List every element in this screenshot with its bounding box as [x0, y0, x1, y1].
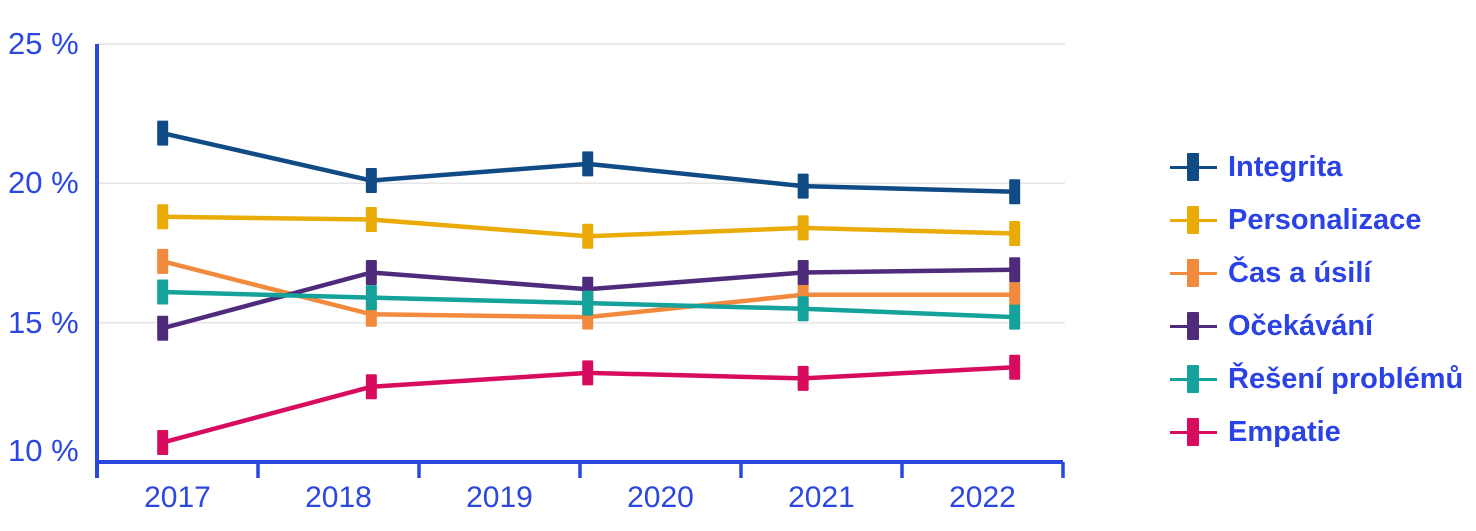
y-axis-tick-label: 20 % — [8, 165, 79, 201]
data-point-ocekavani-4 — [1009, 257, 1021, 283]
legend-item-personalizace: Personalizace — [1170, 194, 1421, 246]
data-point-integrita-3 — [797, 173, 809, 199]
data-point-personalizace-0 — [157, 204, 169, 230]
legend-item-ocekavani: Očekávání — [1170, 300, 1373, 352]
x-axis-tick-label: 2022 — [949, 481, 1016, 514]
legend-item-integrita: Integrita — [1170, 141, 1342, 193]
legend-label: Integrita — [1228, 150, 1343, 183]
data-point-personalizace-2 — [582, 223, 594, 249]
data-point-empatie-1 — [365, 374, 377, 400]
legend-marker-bar — [1187, 418, 1199, 446]
legend-marker-personalizace — [1170, 205, 1217, 235]
data-point-cas-a-usili-0 — [157, 248, 169, 274]
legend-item-reseni-problemu: Řešení problémů — [1170, 353, 1463, 405]
legend-marker-integrita — [1170, 152, 1217, 182]
legend-label: Čas a úsilí — [1228, 256, 1372, 289]
data-point-ocekavani-1 — [365, 260, 377, 286]
data-point-personalizace-1 — [365, 207, 377, 233]
data-point-empatie-0 — [157, 429, 169, 455]
x-axis-tick-label: 2021 — [788, 481, 855, 514]
legend-marker-bar — [1187, 206, 1199, 234]
data-point-reseni-problemu-3 — [797, 296, 809, 322]
data-point-integrita-4 — [1009, 179, 1021, 205]
x-axis-tick-label: 2017 — [144, 481, 211, 514]
data-point-integrita-2 — [582, 151, 594, 177]
y-axis-tick-label: 10 % — [8, 433, 79, 468]
data-point-reseni-problemu-4 — [1009, 304, 1021, 330]
data-point-empatie-2 — [582, 360, 594, 386]
legend-marker-cas-a-usili — [1170, 258, 1217, 288]
legend-marker-reseni-problemu — [1170, 364, 1217, 394]
data-point-integrita-1 — [365, 168, 377, 194]
legend-label: Očekávání — [1228, 309, 1374, 342]
legend-marker-bar — [1187, 259, 1199, 287]
x-axis-tick-label: 2019 — [466, 481, 533, 514]
legend-item-cas-a-usili: Čas a úsilí — [1170, 247, 1371, 299]
legend-marker-empatie — [1170, 417, 1217, 447]
x-axis-tick-label: 2020 — [627, 481, 694, 514]
data-point-personalizace-3 — [797, 215, 809, 241]
data-point-reseni-problemu-0 — [157, 279, 169, 305]
legend-marker-bar — [1187, 153, 1199, 181]
legend-marker-ocekavani — [1170, 311, 1217, 341]
data-point-ocekavani-3 — [797, 260, 809, 286]
data-point-empatie-3 — [797, 365, 809, 391]
legend-marker-bar — [1187, 365, 1199, 393]
data-point-ocekavani-0 — [157, 315, 169, 341]
data-point-reseni-problemu-1 — [365, 285, 377, 311]
legend-item-empatie: Empatie — [1170, 406, 1341, 458]
y-axis-tick-label: 25 % — [8, 26, 79, 61]
legend-marker-bar — [1187, 312, 1199, 340]
legend-label: Personalizace — [1228, 203, 1422, 236]
legend-label: Řešení problémů — [1228, 362, 1464, 395]
data-point-empatie-4 — [1009, 354, 1021, 380]
data-point-cas-a-usili-4 — [1009, 282, 1021, 308]
x-axis-tick-label: 2018 — [305, 481, 372, 514]
data-point-personalizace-4 — [1009, 220, 1021, 246]
legend-label: Empatie — [1228, 415, 1341, 448]
y-axis-tick-label: 15 % — [8, 304, 79, 340]
data-point-reseni-problemu-2 — [582, 290, 594, 316]
data-point-integrita-0 — [157, 120, 169, 146]
